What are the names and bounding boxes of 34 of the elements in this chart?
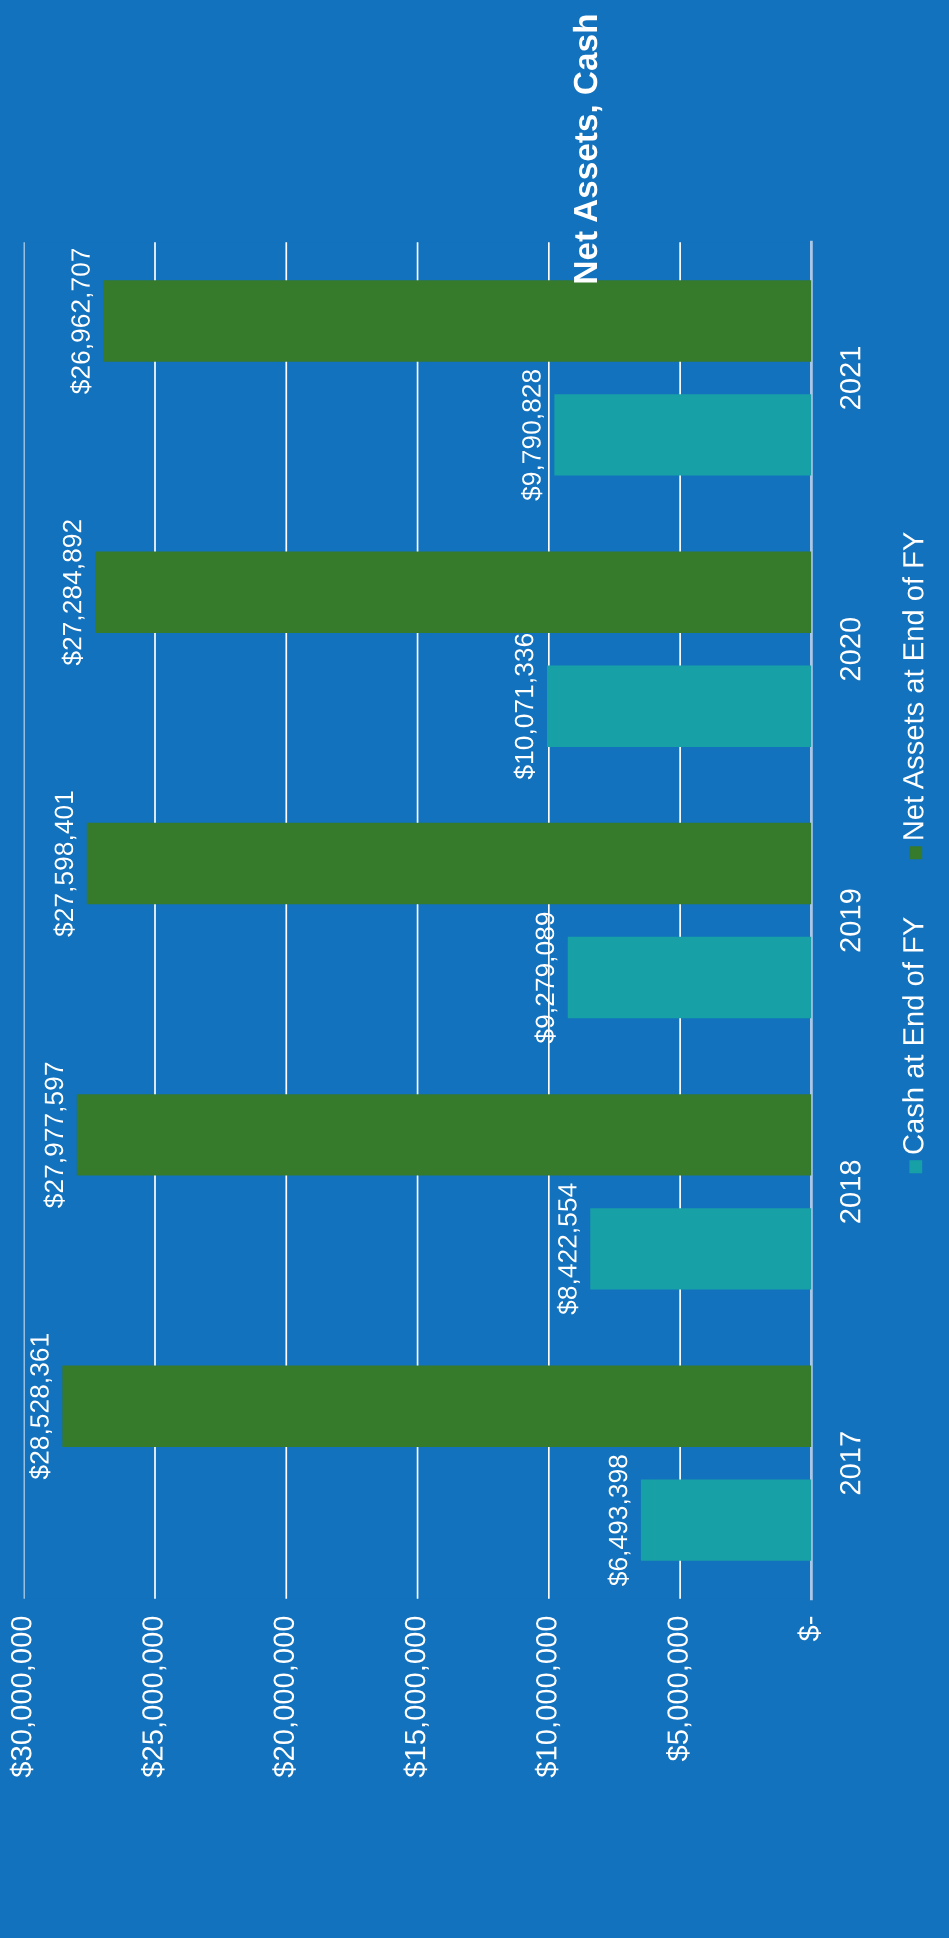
x-tick-label: $5,000,000 — [666, 1616, 692, 1762]
x-tick-label: $25,000,000 — [140, 1616, 167, 1778]
bar — [62, 1365, 812, 1447]
data-label: $10,071,336 — [513, 633, 537, 780]
y-tick-label: 2019 — [839, 889, 861, 952]
bar — [554, 394, 812, 476]
data-label: $6,493,398 — [607, 1455, 631, 1586]
bar — [640, 1479, 812, 1561]
data-label: $9,790,828 — [520, 369, 544, 501]
data-label: $26,962,707 — [70, 248, 94, 395]
y-tick-label: 2020 — [839, 617, 861, 681]
data-label: $27,284,892 — [61, 520, 85, 666]
y-tick-label: 2017 — [839, 1432, 861, 1495]
bar — [590, 1208, 812, 1290]
x-tick-label: $15,000,000 — [403, 1616, 429, 1778]
x-tick-label: $20,000,000 — [272, 1616, 298, 1778]
x-tick-label: $10,000,000 — [534, 1616, 561, 1778]
bar — [86, 822, 812, 905]
data-label: $28,528,361 — [29, 1334, 52, 1480]
y-tick-label: 2021 — [839, 346, 861, 409]
data-label: $27,977,597 — [43, 1062, 67, 1208]
data-label: $27,598,401 — [53, 791, 77, 937]
x-tick-label: $- — [797, 1616, 821, 1642]
text: Cash at End of FY — [902, 917, 924, 1154]
x-tick-label: $30,000,000 — [9, 1616, 35, 1778]
bar — [95, 551, 812, 633]
y-tick-label: 2018 — [839, 1160, 861, 1223]
data-label: $9,279,089 — [534, 912, 558, 1044]
chart-title: Net Assets, Cash — [572, 15, 603, 283]
bar — [76, 1094, 812, 1176]
bar — [567, 936, 812, 1019]
data-label: $8,422,554 — [556, 1183, 580, 1315]
bar — [546, 665, 812, 747]
text: Net Assets at End of FY — [902, 532, 924, 839]
